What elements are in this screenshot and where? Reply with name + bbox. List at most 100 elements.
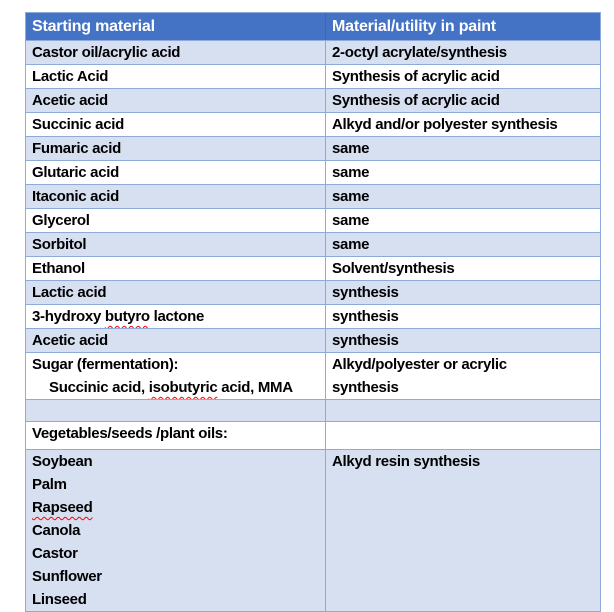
cell-line: Canola: [32, 519, 325, 542]
text-segment: Alkyd resin synthesis: [332, 453, 480, 470]
cell-line: Sugar (fermentation):: [32, 353, 325, 376]
text-segment: acid, MMA: [217, 379, 293, 396]
text-segment: lactone: [149, 308, 205, 325]
table-row: Glutaric acid same: [26, 160, 600, 184]
cell-line: same: [332, 185, 600, 208]
text-segment: Linseed: [32, 591, 87, 608]
cell-line: Succinic acid: [32, 113, 325, 136]
table-cell: [326, 422, 600, 449]
header-starting-material: Starting material: [26, 13, 326, 40]
text-segment: Ethanol: [32, 260, 85, 277]
table-cell: same: [326, 161, 600, 184]
text-segment: Succinic acid,: [49, 379, 149, 396]
table-row: Fumaric acid same: [26, 136, 600, 160]
table-row: Castor oil/acrylic acid 2-octyl acrylate/…: [26, 40, 600, 64]
misspelled-word: butyro: [104, 308, 150, 325]
text-segment: Succinic acid: [32, 116, 124, 133]
table-cell: Alkyd resin synthesis: [326, 450, 600, 611]
cell-line: Glycerol: [32, 209, 325, 232]
table-cell: same: [326, 137, 600, 160]
text-segment: Palm: [32, 476, 67, 493]
cell-line: Ethanol: [32, 257, 325, 280]
text-segment: Alkyd and/or polyester synthesis: [332, 116, 558, 133]
header-material-utility-in-paint: Material/utility in paint: [332, 17, 496, 35]
cell-line: Sorbitol: [32, 233, 325, 256]
text-segment: Castor oil/acrylic acid: [32, 44, 181, 61]
cell-line: same: [332, 161, 600, 184]
text-segment: Glutaric acid: [32, 164, 119, 181]
cell-line: Itaconic acid: [32, 185, 325, 208]
table-cell: Fumaric acid: [26, 137, 326, 160]
text-segment: Synthesis of acrylic acid: [332, 92, 500, 109]
table-cell: Lactic Acid: [26, 65, 326, 88]
table-row: Vegetables/seeds /plant oils:: [26, 421, 600, 449]
table-body: Castor oil/acrylic acid 2-octyl acrylate/…: [26, 40, 600, 611]
text-segment: Synthesis of acrylic acid: [332, 68, 500, 85]
cell-line: Alkyd resin synthesis: [332, 450, 600, 473]
text-segment: Vegetables/seeds /plant oils:: [32, 425, 228, 442]
cell-line: same: [332, 209, 600, 232]
text-segment: same: [332, 236, 370, 253]
cell-line: Alkyd and/or polyester synthesis: [332, 113, 600, 136]
cell-line: Rapseed: [32, 496, 325, 519]
text-segment: 2-octyl acrylate/synthesis: [332, 44, 507, 61]
text-segment: Alkyd/polyester or acrylic: [332, 356, 507, 373]
text-segment: synthesis: [332, 308, 399, 325]
table-cell: Synthesis of acrylic acid: [326, 89, 600, 112]
cell-line: same: [332, 233, 600, 256]
table-row: Itaconic acid same: [26, 184, 600, 208]
table-cell: Succinic acid: [26, 113, 326, 136]
table-cell: Vegetables/seeds /plant oils:: [26, 422, 326, 449]
text-segment: synthesis: [332, 332, 399, 349]
text-segment: same: [332, 212, 370, 229]
table-row: Ethanol Solvent/synthesis: [26, 256, 600, 280]
table-cell: same: [326, 233, 600, 256]
cell-line: synthesis: [332, 305, 600, 328]
cell-line: Fumaric acid: [32, 137, 325, 160]
cell-line: 2-octyl acrylate/synthesis: [332, 41, 600, 64]
table-cell: Glycerol: [26, 209, 326, 232]
text-segment: Canola: [32, 522, 81, 539]
table-cell: Castor oil/acrylic acid: [26, 41, 326, 64]
cell-line: same: [332, 137, 600, 160]
table-cell: Acetic acid: [26, 89, 326, 112]
cell-line: Glutaric acid: [32, 161, 325, 184]
text-segment: synthesis: [332, 284, 399, 301]
table-cell: synthesis: [326, 281, 600, 304]
text-segment: Castor: [32, 545, 78, 562]
table-cell: Alkyd and/or polyester synthesis: [326, 113, 600, 136]
table-cell: Sugar (fermentation): Succinic acid, isob…: [26, 353, 326, 399]
cell-line: Sunflower: [32, 565, 325, 588]
cell-line: Lactic acid: [32, 281, 325, 304]
cell-line: Synthesis of acrylic acid: [332, 65, 600, 88]
table-cell: Soybean Palm Rapseed Canola Castor Sunflower L…: [26, 450, 326, 611]
cell-line: Solvent/synthesis: [332, 257, 600, 280]
cell-line: Soybean: [32, 450, 325, 473]
text-segment: Lactic acid: [32, 284, 107, 301]
cell-line: Castor: [32, 542, 325, 565]
cell-line: synthesis: [332, 329, 600, 352]
table-cell: same: [326, 185, 600, 208]
table-cell: Synthesis of acrylic acid: [326, 65, 600, 88]
table-row: Acetic acid Synthesis of acrylic acid: [26, 88, 600, 112]
text-segment: synthesis: [332, 379, 399, 396]
text-segment: Lactic Acid: [32, 68, 109, 85]
table-cell: 2-octyl acrylate/synthesis: [326, 41, 600, 64]
table-cell: Sorbitol: [26, 233, 326, 256]
text-segment: Acetic acid: [32, 332, 108, 349]
table-row: Succinic acid Alkyd and/or polyester synt…: [26, 112, 600, 136]
cell-line: Alkyd/polyester or acrylic: [332, 353, 600, 376]
table-cell: Acetic acid: [26, 329, 326, 352]
table-header-row: Starting material Material/utility in pa…: [26, 13, 600, 40]
table-cell: synthesis: [326, 329, 600, 352]
text-segment: Sorbitol: [32, 236, 87, 253]
table-cell: Alkyd/polyester or acrylic synthesis: [326, 353, 600, 399]
misspelled-word: isobutyric: [148, 379, 218, 396]
cell-line: Linseed: [32, 588, 325, 611]
cell-line: Palm: [32, 473, 325, 496]
text-segment: same: [332, 140, 370, 157]
table-cell: [26, 400, 326, 421]
table-row: Soybean Palm Rapseed Canola Castor Sunflower L…: [26, 449, 600, 611]
text-segment: Acetic acid: [32, 92, 108, 109]
table-row: 3-hydroxy butyro lactone synthesis: [26, 304, 600, 328]
